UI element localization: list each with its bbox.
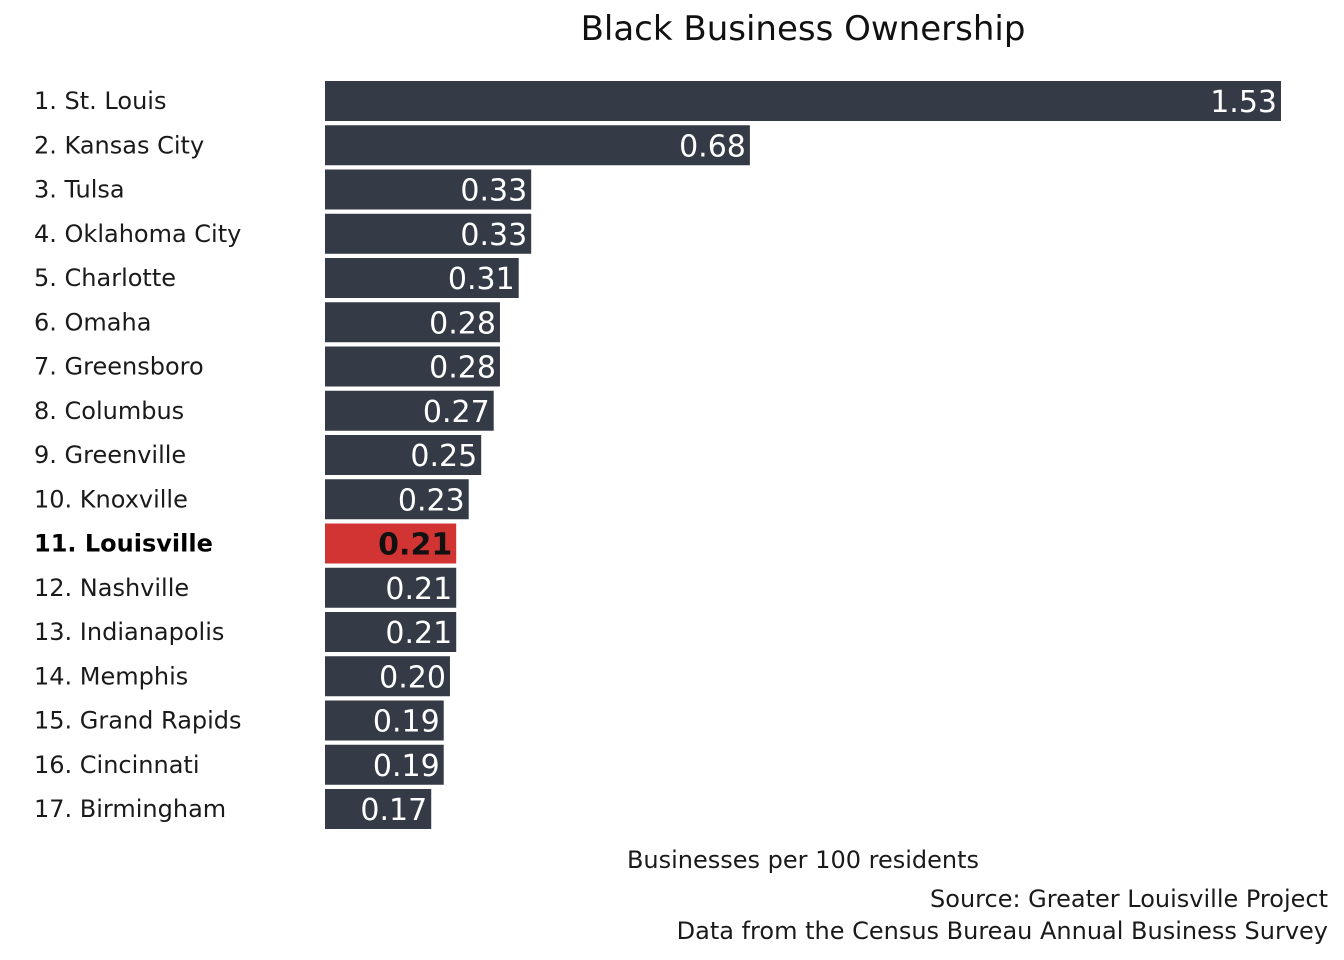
value-label: 0.33	[460, 218, 527, 253]
bar	[325, 789, 432, 829]
value-label: 1.53	[1210, 85, 1277, 120]
bar	[325, 169, 532, 210]
category-label: 13. Indianapolis	[34, 618, 224, 646]
bar	[325, 479, 469, 520]
bar	[325, 435, 482, 475]
category-label: 3. Tulsa	[34, 176, 125, 204]
bar	[325, 258, 519, 298]
value-label: 0.27	[423, 395, 490, 430]
value-label: 0.25	[410, 439, 477, 474]
value-label: 0.19	[373, 705, 440, 740]
bar	[325, 744, 444, 785]
value-label: 0.19	[373, 749, 440, 784]
category-label: 1. St. Louis	[34, 87, 166, 115]
value-label: 0.20	[379, 660, 446, 695]
bar	[325, 612, 457, 652]
bar	[325, 567, 457, 608]
x-axis-label: Businesses per 100 residents	[627, 846, 979, 874]
category-label: 5. Charlotte	[34, 264, 176, 292]
category-label: 8. Columbus	[34, 397, 184, 425]
bar	[325, 81, 1281, 121]
value-label: 0.21	[385, 616, 452, 651]
category-label: 17. Birmingham	[34, 795, 226, 823]
value-label: 0.28	[429, 351, 496, 386]
category-label: 12. Nashville	[34, 574, 189, 602]
category-label: 10. Knoxville	[34, 485, 188, 513]
bar	[325, 346, 500, 387]
bar	[325, 700, 444, 741]
category-label: 6. Omaha	[34, 308, 151, 336]
category-label: 14. Memphis	[34, 662, 188, 690]
value-label: 0.31	[448, 262, 515, 297]
bar	[325, 390, 494, 431]
value-label: 0.68	[679, 129, 746, 164]
value-label: 0.21	[378, 528, 452, 563]
bars-group: 1. St. Louis 1.53 2. Kansas City 0.68 3. Tul…	[34, 81, 1281, 829]
bar	[325, 523, 457, 564]
value-label: 0.23	[398, 483, 465, 518]
source-line-1: Source: Greater Louisville Project	[930, 885, 1328, 913]
source-line-2: Data from the Census Bureau Annual Busin…	[677, 917, 1328, 945]
category-label: 16. Cincinnati	[34, 751, 200, 779]
category-label: 15. Grand Rapids	[34, 707, 242, 735]
bar	[325, 125, 750, 166]
bar	[325, 213, 532, 254]
value-label: 0.28	[429, 306, 496, 341]
bar	[325, 656, 450, 697]
value-label: 0.21	[385, 572, 452, 607]
category-label: 11. Louisville	[34, 530, 213, 558]
category-label: 9. Greenville	[34, 441, 186, 469]
chart-title: Black Business Ownership	[581, 9, 1026, 49]
category-label: 7. Greensboro	[34, 353, 204, 381]
bar	[325, 302, 500, 343]
value-label: 0.17	[360, 793, 427, 828]
category-label: 4. Oklahoma City	[34, 220, 241, 248]
value-label: 0.33	[460, 174, 527, 209]
category-label: 2. Kansas City	[34, 131, 204, 159]
